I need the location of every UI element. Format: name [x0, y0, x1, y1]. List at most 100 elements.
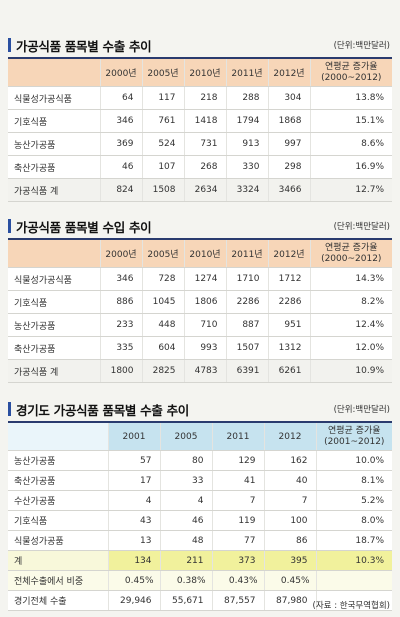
- row-label: 식물성가공식품: [8, 86, 100, 110]
- row-label: 축산가공품: [8, 470, 108, 491]
- data-cell: 1800: [99, 359, 142, 383]
- data-cell: 13: [107, 530, 160, 551]
- data-cell: 7: [211, 490, 264, 511]
- data-cell: 2286: [225, 290, 268, 314]
- data-cell: 268: [183, 155, 226, 179]
- data-cell: 0.45%: [263, 570, 316, 591]
- table-row: 기호식품 346 761 1418 1794 1868 15.1%: [8, 109, 392, 133]
- row-label: 가공식품 계: [8, 178, 100, 202]
- rate-cell: 5.2%: [315, 490, 392, 511]
- data-cell: 17: [107, 470, 160, 491]
- data-cell: 117: [141, 86, 184, 110]
- data-cell: 761: [141, 109, 184, 133]
- title-bar-icon: [8, 219, 11, 233]
- rate-header-line1: 연평균 증가율: [324, 61, 378, 72]
- data-cell: 369: [99, 132, 142, 156]
- table-row: 경기전체 수출 29,946 55,671 87,557 87,980: [8, 590, 392, 611]
- data-cell: 448: [141, 313, 184, 337]
- data-cell: 7: [263, 490, 316, 511]
- row-label: 축산가공품: [8, 155, 100, 179]
- data-cell: 87,557: [211, 590, 264, 611]
- data-cell: 997: [267, 132, 310, 156]
- source-note: (자료 : 한국무역협회): [312, 601, 390, 611]
- data-cell: 951: [267, 313, 310, 337]
- data-cell: 0.38%: [159, 570, 212, 591]
- unit-label: (단위:백만달러): [333, 222, 390, 232]
- data-cell: 1806: [183, 290, 226, 314]
- rate-cell: 8.2%: [309, 290, 392, 314]
- table-row: 기호식품 886 1045 1806 2286 2286 8.2%: [8, 290, 392, 314]
- table-row: 축산가공품 46 107 268 330 298 16.9%: [8, 155, 392, 179]
- row-label: 전체수출에서 비중: [8, 570, 108, 591]
- table-body: 식물성가공식품 346 728 1274 1710 1712 14.3% 기호식품 886 104…: [8, 267, 392, 383]
- table-row: 농산가공품 233 448 710 887 951 12.4%: [8, 313, 392, 337]
- row-label: 식물성가공품: [8, 530, 108, 551]
- header-row: 2000년 2005년 2010년 2011년 2012년 연평균 증가율 (20…: [8, 59, 392, 87]
- data-cell: 4: [107, 490, 160, 511]
- rate-column-header: 연평균 증가율 (2000~2012): [309, 59, 392, 87]
- rate-cell: 8.0%: [315, 510, 392, 531]
- column-header: 2010년: [183, 59, 226, 87]
- data-cell: 6261: [267, 359, 310, 383]
- data-cell: 134: [107, 550, 160, 571]
- data-table: 2000년 2005년 2010년 2011년 2012년 연평균 증가율 (20…: [8, 59, 392, 202]
- table-row: 농산가공품 369 524 731 913 997 8.6%: [8, 132, 392, 156]
- data-cell: 48: [159, 530, 212, 551]
- data-cell: 233: [99, 313, 142, 337]
- corner-cell: [8, 423, 108, 451]
- table-row: 수산가공품 4 4 7 7 5.2%: [8, 490, 392, 511]
- rate-cell: 12.4%: [309, 313, 392, 337]
- data-cell: 1507: [225, 336, 268, 360]
- data-cell: 335: [99, 336, 142, 360]
- data-cell: 4783: [183, 359, 226, 383]
- column-header: 2011년: [225, 59, 268, 87]
- data-cell: 57: [107, 450, 160, 471]
- data-cell: 211: [159, 550, 212, 571]
- data-cell: 33: [159, 470, 212, 491]
- data-cell: 395: [263, 550, 316, 571]
- data-cell: 298: [267, 155, 310, 179]
- data-cell: 64: [99, 86, 142, 110]
- unit-label: (단위:백만달러): [333, 405, 390, 415]
- data-cell: 330: [225, 155, 268, 179]
- table-row: 가공식품 계 1800 2825 4783 6391 6261 10.9%: [8, 359, 392, 383]
- data-cell: 1710: [225, 267, 268, 291]
- data-table: 2001 2005 2011 2012 연평균 증가율 (2001~2012) 농…: [8, 423, 392, 611]
- row-label: 농산가공품: [8, 313, 100, 337]
- column-header: 2005: [159, 423, 212, 451]
- data-cell: 710: [183, 313, 226, 337]
- data-cell: 3466: [267, 178, 310, 202]
- gyeonggi-export-section: 경기도 가공식품 품목별 수출 추이 (단위:백만달러) 2001 2005 2…: [8, 400, 392, 611]
- data-cell: 304: [267, 86, 310, 110]
- data-cell: 913: [225, 132, 268, 156]
- rate-header-line1: 연평균 증가율: [327, 425, 381, 436]
- rate-cell: 18.7%: [315, 530, 392, 551]
- data-cell: 1418: [183, 109, 226, 133]
- data-cell: 4: [159, 490, 212, 511]
- rate-cell: 12.7%: [309, 178, 392, 202]
- column-header: 2001: [107, 423, 160, 451]
- rate-cell: 12.0%: [309, 336, 392, 360]
- table-row: 식물성가공식품 346 728 1274 1710 1712 14.3%: [8, 267, 392, 291]
- row-label: 축산가공품: [8, 336, 100, 360]
- row-label: 기호식품: [8, 290, 100, 314]
- title-bar-icon: [8, 38, 11, 52]
- row-label: 경기전체 수출: [8, 590, 108, 611]
- data-cell: 40: [263, 470, 316, 491]
- header-row: 2000년 2005년 2010년 2011년 2012년 연평균 증가율 (20…: [8, 240, 392, 268]
- data-cell: 1868: [267, 109, 310, 133]
- rate-header-line2: (2001~2012): [324, 436, 385, 447]
- row-label: 기호식품: [8, 109, 100, 133]
- data-cell: 1312: [267, 336, 310, 360]
- rate-cell: 13.8%: [309, 86, 392, 110]
- rate-cell: [315, 570, 392, 591]
- column-header: 2012: [263, 423, 316, 451]
- data-cell: 218: [183, 86, 226, 110]
- table-row: 가공식품 계 824 1508 2634 3324 3466 12.7%: [8, 178, 392, 202]
- row-label: 가공식품 계: [8, 359, 100, 383]
- data-cell: 0.45%: [107, 570, 160, 591]
- row-label: 농산가공품: [8, 132, 100, 156]
- column-header: 2012년: [267, 240, 310, 268]
- corner-cell: [8, 240, 100, 268]
